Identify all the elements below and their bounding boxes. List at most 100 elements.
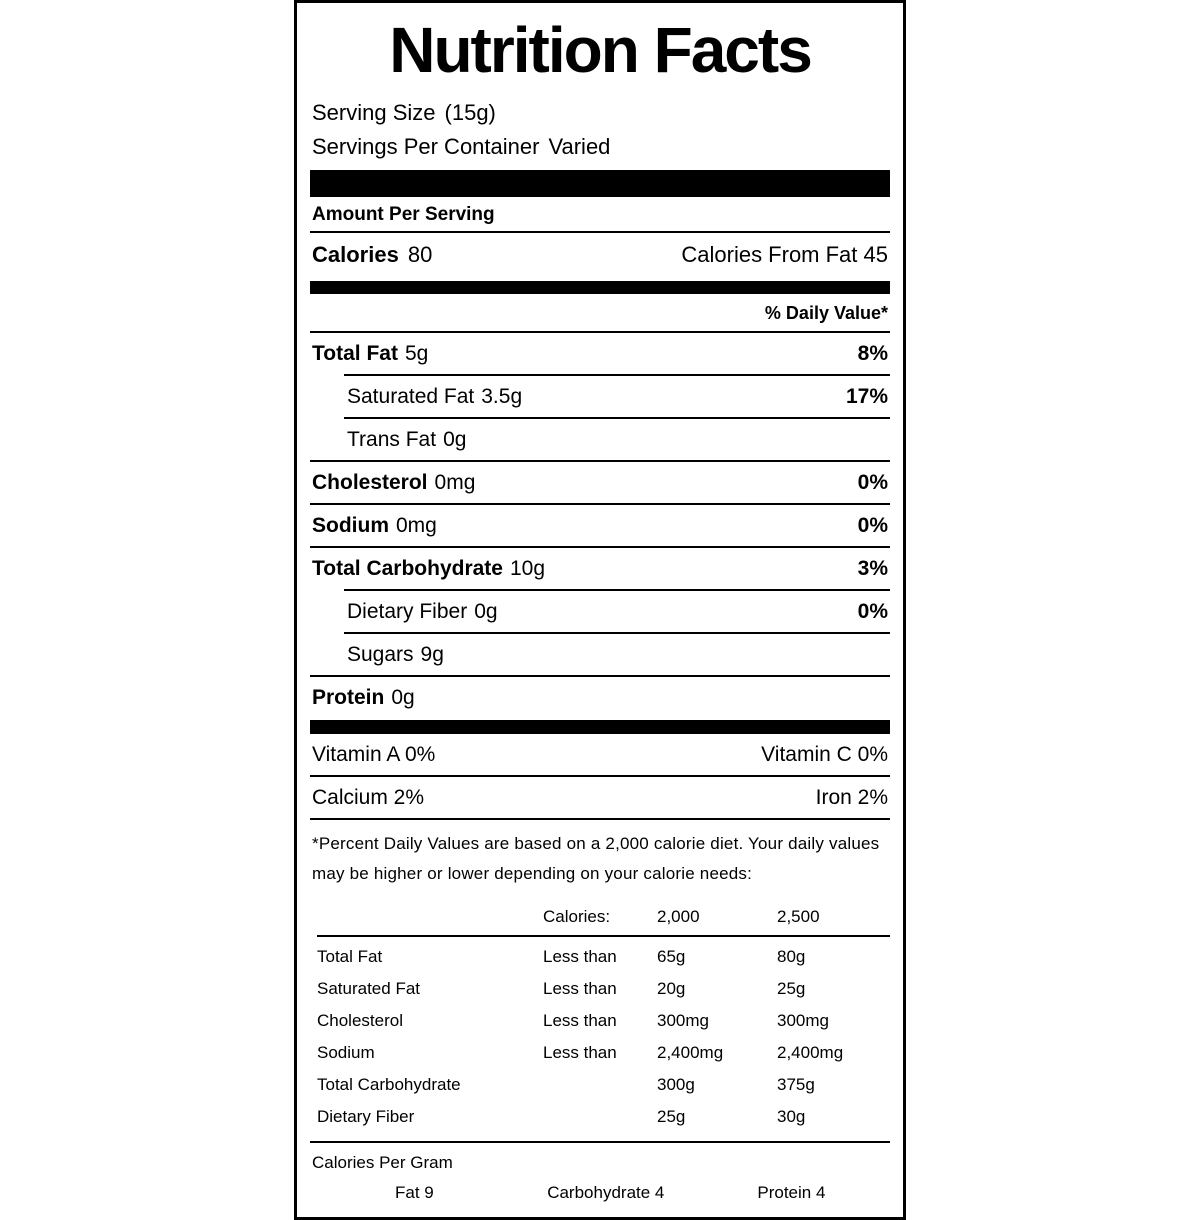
nutrient-amount: 9g	[420, 643, 444, 667]
ref-v2000: 65g	[657, 947, 686, 967]
label-title: Nutrition Facts	[389, 14, 813, 86]
nutrient-amount: 0g	[474, 600, 498, 624]
vitamin-c: Vitamin C 0%	[761, 743, 888, 767]
ref-v2500: 25g	[777, 979, 806, 999]
calories-row: Calories 80 Calories From Fat 45	[310, 233, 890, 278]
nutrient-dv: 8%	[857, 342, 888, 366]
reference-row-total-carbohydrate: Total Carbohydrate 300g 375g	[317, 1069, 890, 1101]
header-calories: Calories:	[543, 907, 611, 927]
separator-line	[310, 503, 890, 506]
reference-row-cholesterol: Cholesterol Less than 300mg 300mg	[317, 1005, 890, 1037]
nutrient-dv: 17%	[845, 385, 888, 409]
nutrient-row-sugars: Sugars 9g	[310, 634, 890, 675]
calories-value: 80	[407, 242, 433, 268]
nutrient-amount: 0g	[443, 428, 467, 452]
ref-qualifier: Less than	[543, 1011, 617, 1031]
ref-name: Total Fat	[317, 947, 383, 967]
nutrient-dv: 0%	[857, 514, 888, 538]
daily-value-header: % Daily Value*	[310, 294, 890, 334]
calories-amount: Calories 80	[312, 242, 432, 268]
nutrient-name: Sodium	[312, 514, 389, 538]
servings-per-container-value: Varied	[548, 134, 611, 160]
ref-v2000: 20g	[657, 979, 686, 999]
reference-table: Calories: 2,000 2,500 Total Fat Less tha…	[310, 901, 890, 1133]
ref-qualifier: Less than	[543, 1043, 617, 1063]
calories-from-fat: Calories From Fat 45	[681, 242, 888, 268]
iron: Iron 2%	[815, 786, 888, 810]
separator-line	[344, 374, 890, 377]
ref-v2500: 375g	[777, 1075, 815, 1095]
reference-row-saturated-fat: Saturated Fat Less than 20g 25g	[317, 973, 890, 1005]
ref-v2500: 2,400mg	[777, 1043, 844, 1063]
nutrition-facts-label: Nutrition Facts Serving Size (15g) Servi…	[294, 0, 906, 1220]
calories-per-gram-items: Fat 9 Carbohydrate 4 Protein 4	[310, 1175, 890, 1217]
vitamin-row-a-c: Vitamin A 0% Vitamin C 0%	[310, 734, 890, 775]
nutrient-name: Total Fat	[312, 342, 398, 366]
servings-per-container-line: Servings Per Container Varied	[312, 130, 888, 164]
ref-v2500: 300mg	[777, 1011, 829, 1031]
nutrient-row-trans-fat: Trans Fat 0g	[310, 419, 890, 460]
reference-row-dietary-fiber: Dietary Fiber 25g 30g	[317, 1101, 890, 1133]
ref-v2500: 30g	[777, 1107, 806, 1127]
nutrient-row-protein: Protein 0g	[310, 677, 890, 718]
header-2500: 2,500	[777, 907, 820, 927]
separator-bar-thick	[310, 170, 890, 198]
cpg-protein: Protein 4	[757, 1183, 826, 1203]
ref-name: Saturated Fat	[317, 979, 421, 999]
separator-line	[344, 417, 890, 420]
nutrient-row-total-carbohydrate: Total Carbohydrate 10g 3%	[310, 548, 890, 589]
ref-v2500: 80g	[777, 947, 806, 967]
serving-size-value: (15g)	[444, 100, 496, 126]
ref-qualifier: Less than	[543, 979, 617, 999]
nutrient-amount: 0g	[391, 686, 415, 710]
header-spacer	[317, 901, 543, 935]
nutrient-name: Total Carbohydrate	[312, 557, 503, 581]
vitamin-row-calcium-iron: Calcium 2% Iron 2%	[310, 777, 890, 818]
reference-table-header: Calories: 2,000 2,500	[317, 901, 890, 938]
calories-per-gram-title: Calories Per Gram	[312, 1153, 453, 1173]
ref-v2000: 300mg	[657, 1011, 709, 1031]
nutrient-dv: 0%	[857, 600, 888, 624]
separator-bar-medium	[310, 281, 890, 295]
nutrient-name: Saturated Fat	[347, 385, 475, 409]
reference-row-sodium: Sodium Less than 2,400mg 2,400mg	[317, 1037, 890, 1069]
cpg-fat: Fat 9	[395, 1183, 434, 1203]
daily-value-footnote: *Percent Daily Values are based on a 2,0…	[312, 834, 880, 884]
separator-line	[344, 632, 890, 635]
ref-name: Total Carbohydrate	[317, 1075, 461, 1095]
nutrient-row-dietary-fiber: Dietary Fiber 0g 0%	[310, 591, 890, 632]
separator-line	[310, 460, 890, 463]
separator-line	[344, 589, 890, 592]
reference-table-body: Total Fat Less than 65g 80g Saturated Fa…	[317, 937, 890, 1133]
separator-line	[310, 818, 890, 821]
ref-v2000: 2,400mg	[657, 1043, 724, 1063]
ref-name: Sodium	[317, 1043, 375, 1063]
nutrient-name: Sugars	[347, 643, 414, 667]
ref-v2000: 300g	[657, 1075, 695, 1095]
nutrient-row-sodium: Sodium 0mg 0%	[310, 505, 890, 546]
nutrient-name: Dietary Fiber	[347, 600, 468, 624]
ref-qualifier: Less than	[543, 947, 617, 967]
serving-size-line: Serving Size (15g)	[312, 96, 888, 130]
nutrient-amount: 3.5g	[481, 385, 523, 409]
ref-v2000: 25g	[657, 1107, 686, 1127]
calories-label: Calories	[312, 242, 399, 268]
servings-per-container-label: Servings Per Container	[312, 134, 540, 160]
nutrient-amount: 0mg	[396, 514, 437, 538]
nutrient-name: Protein	[312, 686, 385, 710]
reference-row-total-fat: Total Fat Less than 65g 80g	[317, 941, 890, 973]
separator-line	[310, 775, 890, 778]
serving-info: Serving Size (15g) Servings Per Containe…	[310, 88, 890, 170]
separator-line	[310, 675, 890, 678]
ref-name: Cholesterol	[317, 1011, 403, 1031]
amount-per-serving-header: Amount Per Serving	[310, 197, 890, 234]
calcium: Calcium 2%	[312, 786, 425, 810]
nutrient-amount: 0mg	[434, 471, 476, 495]
header-2000: 2,000	[657, 907, 700, 927]
separator-line	[310, 1141, 890, 1144]
ref-name: Dietary Fiber	[317, 1107, 415, 1127]
nutrient-name: Cholesterol	[312, 471, 428, 495]
serving-size-label: Serving Size	[312, 100, 436, 126]
vitamin-a: Vitamin A 0%	[312, 743, 436, 767]
nutrient-amount: 10g	[509, 557, 546, 581]
